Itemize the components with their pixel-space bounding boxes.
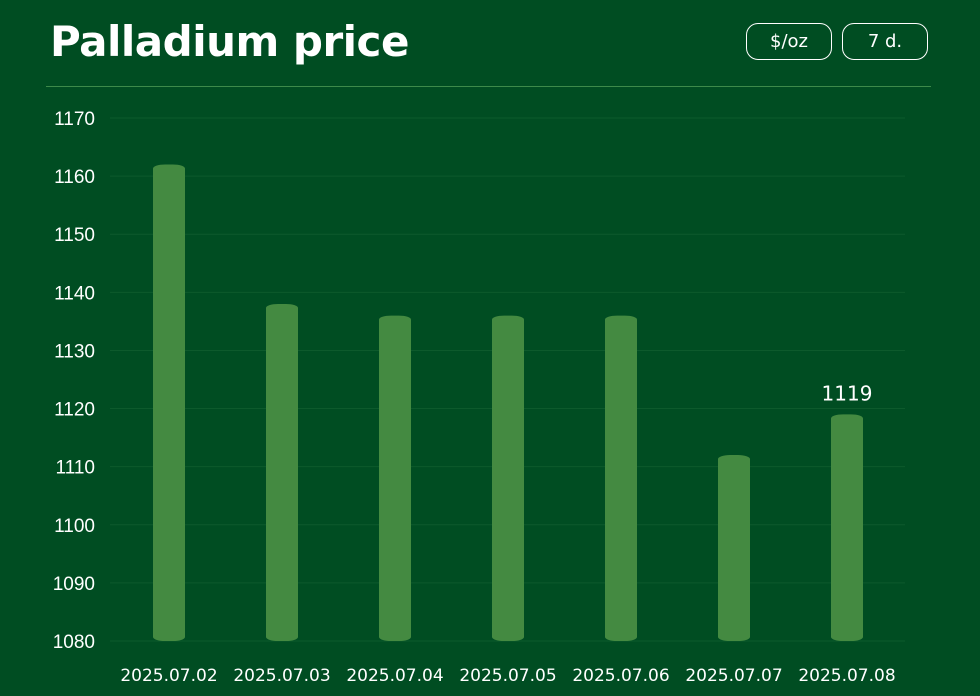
unit-button[interactable]: $/oz xyxy=(746,23,832,60)
x-tick-label: 2025.07.05 xyxy=(459,666,556,686)
y-tick-label: 1120 xyxy=(54,400,95,421)
data-label: 1119 xyxy=(822,381,873,405)
chart-title: Palladium price xyxy=(50,17,409,66)
y-tick-label: 1140 xyxy=(54,283,95,304)
y-axis-ticks: 1080 1090 1100 1110 1120 1130 1140 1150 1160 1170 xyxy=(53,109,95,653)
x-tick-label: 2025.07.04 xyxy=(346,666,443,686)
y-tick-label: 1110 xyxy=(56,458,95,479)
y-tick-label: 1080 xyxy=(53,632,95,653)
bar[interactable] xyxy=(718,455,750,641)
x-axis-ticks: 2025.07.02 2025.07.03 2025.07.04 2025.07.05… xyxy=(120,666,895,686)
period-button[interactable]: 7 d. xyxy=(842,23,928,60)
bar[interactable] xyxy=(379,315,411,641)
bar[interactable] xyxy=(605,315,637,641)
x-tick-label: 2025.07.03 xyxy=(233,666,330,686)
x-tick-label: 2025.07.06 xyxy=(572,666,669,686)
bar[interactable] xyxy=(153,164,185,641)
data-labels: 1119 xyxy=(822,381,873,405)
y-tick-label: 1090 xyxy=(53,574,95,595)
y-tick-label: 1170 xyxy=(54,109,95,130)
header-divider xyxy=(46,86,931,87)
x-tick-label: 2025.07.08 xyxy=(798,666,895,686)
y-tick-label: 1130 xyxy=(54,341,95,362)
bars xyxy=(153,164,863,641)
bar[interactable] xyxy=(266,303,298,641)
y-tick-label: 1100 xyxy=(54,516,95,537)
y-tick-label: 1160 xyxy=(54,167,95,188)
x-tick-label: 2025.07.02 xyxy=(120,666,217,686)
x-tick-label: 2025.07.07 xyxy=(685,666,782,686)
y-tick-label: 1150 xyxy=(54,225,95,246)
chart-header: Palladium price $/oz 7 d. xyxy=(0,0,980,87)
bar[interactable] xyxy=(492,315,524,641)
bar[interactable] xyxy=(831,414,863,641)
